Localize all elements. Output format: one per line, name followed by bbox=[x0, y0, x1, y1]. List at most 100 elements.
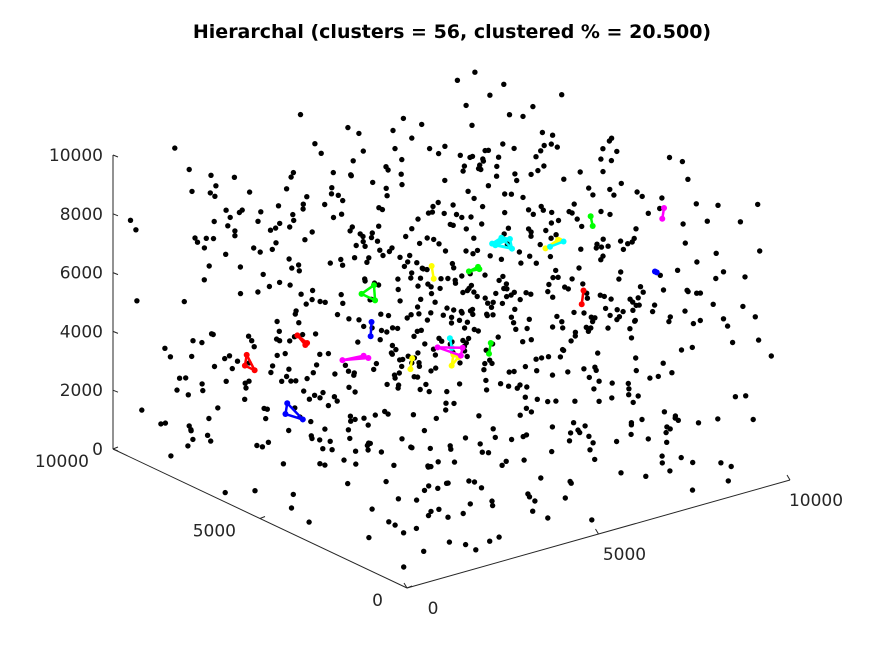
data-point bbox=[659, 453, 665, 459]
data-point bbox=[620, 246, 627, 253]
data-point bbox=[477, 441, 483, 447]
data-point bbox=[286, 366, 292, 372]
data-point bbox=[405, 259, 411, 265]
data-point bbox=[549, 372, 556, 378]
data-point bbox=[514, 385, 520, 391]
data-point bbox=[545, 515, 551, 521]
data-point bbox=[750, 416, 756, 423]
data-point bbox=[226, 353, 233, 359]
data-point bbox=[267, 227, 274, 233]
data-point bbox=[345, 427, 352, 433]
data-point bbox=[581, 310, 587, 316]
data-point bbox=[669, 370, 675, 376]
data-point bbox=[306, 519, 312, 525]
data-point bbox=[439, 338, 445, 344]
data-point bbox=[502, 191, 508, 197]
data-point bbox=[360, 238, 366, 245]
data-point bbox=[268, 369, 274, 376]
data-point bbox=[288, 505, 295, 511]
x-tick-label: 5000 bbox=[603, 545, 646, 565]
data-point bbox=[462, 541, 469, 548]
data-point bbox=[576, 265, 582, 271]
data-point bbox=[607, 312, 613, 319]
data-point bbox=[317, 395, 323, 401]
data-point bbox=[549, 209, 555, 216]
cluster-point bbox=[368, 318, 375, 325]
y-tick-mark bbox=[406, 585, 413, 589]
data-point bbox=[724, 323, 731, 329]
data-point bbox=[408, 312, 414, 318]
data-point bbox=[431, 236, 437, 243]
data-point bbox=[400, 115, 407, 122]
z-tick-mark bbox=[112, 213, 119, 217]
data-point bbox=[413, 497, 420, 503]
data-point bbox=[533, 356, 539, 362]
data-point bbox=[215, 405, 221, 411]
data-point bbox=[288, 378, 294, 384]
data-point bbox=[448, 320, 455, 326]
data-point bbox=[755, 337, 762, 343]
data-point bbox=[584, 295, 591, 301]
data-point bbox=[290, 491, 296, 498]
data-point bbox=[577, 429, 583, 436]
data-point bbox=[272, 225, 279, 231]
data-point bbox=[472, 69, 478, 75]
data-point bbox=[369, 230, 375, 236]
data-point bbox=[607, 211, 613, 218]
data-point bbox=[366, 255, 372, 261]
data-point bbox=[127, 217, 134, 223]
cluster-point bbox=[459, 344, 466, 351]
cluster-point bbox=[560, 238, 567, 245]
data-point bbox=[290, 169, 297, 176]
data-point bbox=[471, 326, 477, 333]
data-point bbox=[377, 247, 383, 253]
data-point bbox=[347, 228, 353, 234]
data-point bbox=[732, 394, 739, 400]
data-point bbox=[523, 432, 530, 438]
data-point bbox=[395, 496, 402, 502]
data-point bbox=[348, 173, 354, 179]
cluster-point bbox=[448, 362, 455, 369]
data-point bbox=[689, 344, 695, 351]
cluster-link bbox=[285, 412, 304, 421]
data-point bbox=[718, 460, 724, 466]
data-point bbox=[645, 436, 651, 442]
data-point bbox=[342, 362, 349, 368]
data-point bbox=[365, 440, 372, 446]
data-point bbox=[640, 289, 646, 295]
data-point bbox=[384, 193, 390, 199]
data-point bbox=[555, 217, 562, 224]
data-point bbox=[448, 314, 455, 320]
data-point bbox=[545, 398, 551, 405]
data-point bbox=[388, 350, 395, 356]
cluster-point bbox=[282, 411, 289, 418]
data-point bbox=[368, 234, 375, 241]
data-point bbox=[660, 287, 667, 293]
cluster-point bbox=[457, 352, 464, 359]
data-point bbox=[742, 274, 748, 280]
data-point bbox=[614, 148, 620, 155]
data-point bbox=[590, 192, 596, 198]
data-point bbox=[518, 260, 524, 266]
data-point bbox=[480, 158, 487, 164]
data-point bbox=[666, 318, 672, 325]
cluster-point bbox=[370, 282, 377, 289]
cluster-point bbox=[487, 339, 494, 346]
data-point bbox=[317, 351, 323, 357]
data-point bbox=[586, 374, 592, 381]
data-point bbox=[522, 394, 528, 400]
cluster-point bbox=[241, 362, 248, 369]
data-point bbox=[713, 275, 719, 282]
cluster-point bbox=[465, 268, 472, 275]
data-point bbox=[694, 259, 700, 265]
data-point bbox=[280, 461, 287, 467]
data-point bbox=[384, 381, 390, 388]
data-point bbox=[559, 92, 565, 98]
data-point bbox=[577, 169, 583, 175]
data-point bbox=[474, 293, 480, 300]
data-point bbox=[443, 407, 449, 413]
data-point bbox=[462, 435, 469, 441]
data-point bbox=[317, 437, 323, 443]
y-tick-mark bbox=[259, 516, 266, 519]
data-point bbox=[338, 291, 344, 298]
